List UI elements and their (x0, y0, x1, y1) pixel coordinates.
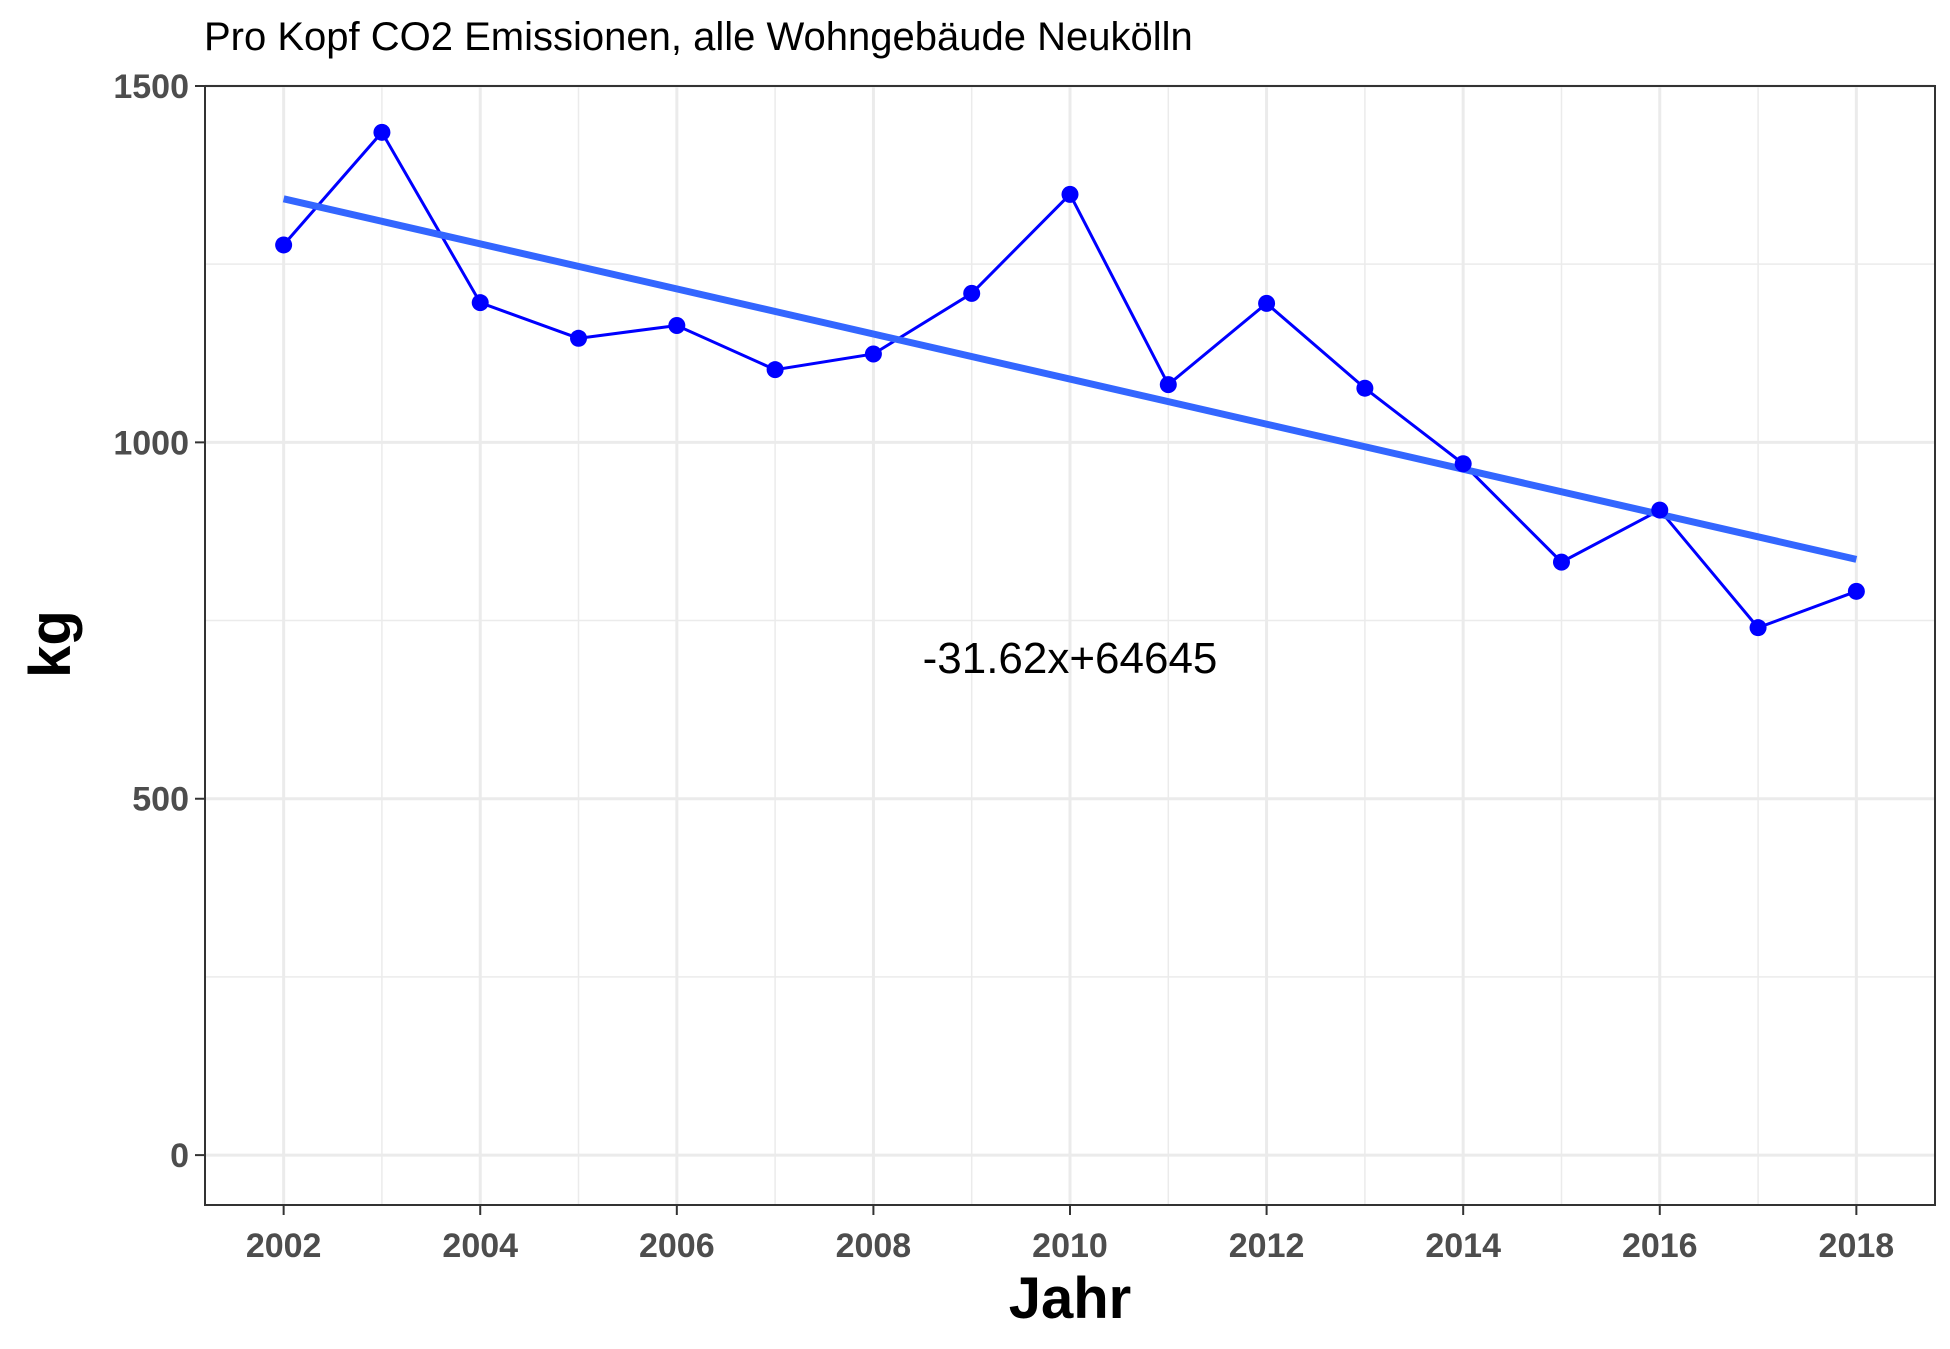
data-point (1061, 185, 1079, 203)
y-axis: 0 500 1000 1500 (113, 68, 205, 1175)
x-tick-label: 2004 (442, 1227, 518, 1265)
chart-title: Pro Kopf CO2 Emissionen, alle Wohngebäud… (204, 15, 1193, 59)
data-points (275, 123, 1865, 637)
data-point (570, 329, 588, 347)
data-point (373, 123, 391, 141)
plot-border (204, 85, 1936, 1206)
x-tick-label: 2006 (639, 1227, 715, 1265)
y-axis-title: kg (18, 610, 83, 678)
data-point (471, 294, 489, 312)
data-point (864, 345, 882, 363)
data-point (1454, 455, 1472, 473)
data-point (1159, 376, 1177, 394)
x-tick-label: 2008 (836, 1227, 912, 1265)
data-point (1356, 379, 1374, 397)
x-tick-label: 2016 (1622, 1227, 1698, 1265)
x-tick-label: 2002 (246, 1227, 322, 1265)
data-point (1651, 501, 1669, 519)
x-tick-label: 2014 (1425, 1227, 1501, 1265)
x-axis-title: Jahr (1009, 1266, 1132, 1331)
y-tick-label: 1500 (113, 68, 189, 106)
data-point (275, 236, 293, 254)
trendline-path (282, 195, 1858, 563)
y-tick-label: 500 (132, 781, 189, 819)
data-point (1749, 619, 1767, 637)
y-tick-label: 0 (170, 1137, 189, 1175)
x-tick-label: 2018 (1819, 1227, 1895, 1265)
data-point (1552, 553, 1570, 571)
data-point (766, 361, 784, 379)
data-point (963, 284, 981, 302)
x-tick-label: 2010 (1032, 1227, 1108, 1265)
y-tick-label: 1000 (113, 424, 189, 462)
data-point (1847, 582, 1865, 600)
data-point (668, 316, 686, 334)
x-axis: 2002 2004 2006 2008 2010 2012 2014 2016 2018 (246, 1205, 1894, 1265)
trendline-equation: -31.62x+64645 (923, 634, 1218, 683)
data-point (1258, 294, 1276, 312)
trendline (282, 195, 1858, 563)
x-tick-label: 2012 (1229, 1227, 1305, 1265)
